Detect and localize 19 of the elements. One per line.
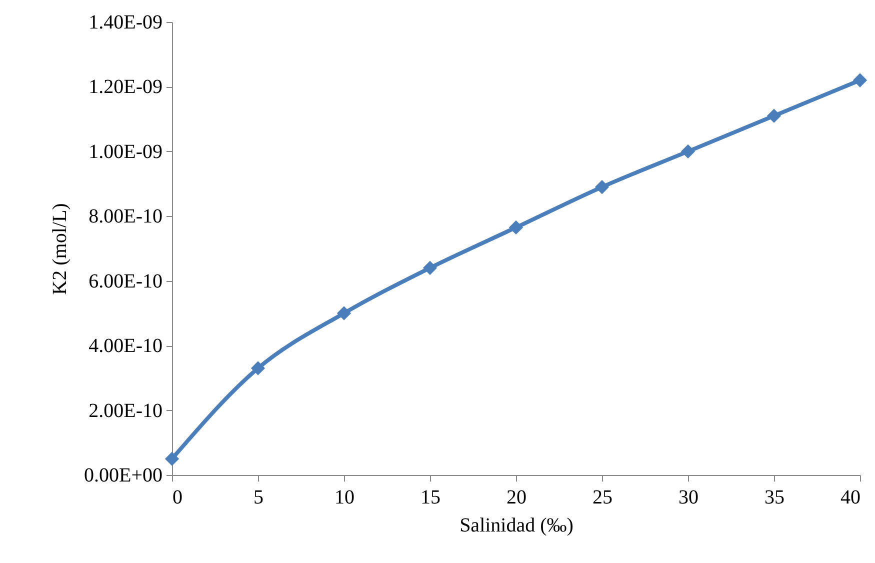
x-tick-label: 10 bbox=[334, 486, 354, 508]
y-tick-label: 1.00E-09 bbox=[88, 140, 162, 163]
x-tick-label: 20 bbox=[506, 486, 526, 508]
x-axis-title: Salinidad (‰) bbox=[460, 514, 574, 536]
y-axis-title: K2 (mol/L) bbox=[49, 203, 72, 295]
x-tick-label: 0 bbox=[172, 486, 182, 508]
x-tick-label: 5 bbox=[254, 486, 264, 508]
y-tick-label: 6.00E-10 bbox=[88, 270, 162, 292]
y-tick-label: 8.00E-10 bbox=[88, 206, 162, 228]
x-tick-label: 35 bbox=[764, 486, 784, 508]
x-tick-label: 25 bbox=[592, 486, 612, 508]
y-tick-label: 1.20E-09 bbox=[88, 76, 162, 98]
y-tick-label: 4.00E-10 bbox=[88, 335, 162, 358]
x-tick-label: 30 bbox=[678, 486, 698, 508]
y-tick-label: 2.00E-10 bbox=[88, 400, 162, 422]
y-tick-label: 0.00E+00 bbox=[84, 464, 162, 486]
y-tick-label: 1.40E-09 bbox=[88, 12, 162, 34]
x-tick-label: 15 bbox=[420, 486, 440, 508]
x-tick-label: 40 bbox=[840, 486, 860, 508]
